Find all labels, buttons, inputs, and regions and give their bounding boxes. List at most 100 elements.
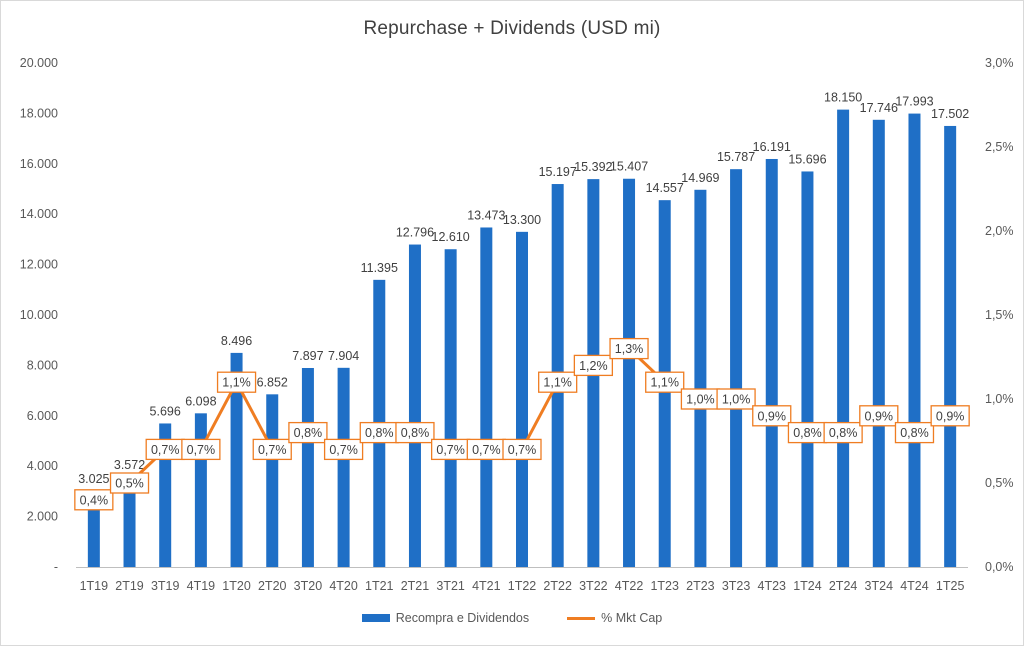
- bar-data-label: 15.407: [610, 160, 648, 174]
- x-tick-label: 3T19: [151, 579, 180, 593]
- bar-data-label: 15.392: [574, 160, 612, 174]
- bar: [944, 125, 957, 568]
- y-right-tick-label: 3,0%: [985, 56, 1014, 70]
- bar-data-label: 17.993: [895, 95, 933, 109]
- y-left-tick-label: -: [54, 560, 58, 574]
- line-point-label: 0,9%: [758, 409, 787, 423]
- x-tick-label: 1T20: [222, 579, 251, 593]
- line-point-label: 0,4%: [80, 493, 109, 507]
- bar-data-label: 5.696: [150, 404, 181, 418]
- x-tick-label: 2T22: [543, 579, 572, 593]
- y-left-tick-label: 6.000: [27, 409, 58, 423]
- bar: [908, 113, 921, 567]
- legend-item-line: % Mkt Cap: [567, 611, 662, 625]
- bar: [694, 189, 707, 568]
- line-point-label-box: [502, 438, 542, 461]
- line-point-label-box: [288, 421, 328, 444]
- bar-data-label: 14.557: [646, 181, 684, 195]
- y-left-tick-label: 2.000: [27, 510, 58, 524]
- line-point-label: 0,7%: [151, 443, 180, 457]
- legend-label-bars: Recompra e Dividendos: [395, 611, 530, 625]
- bar-labels: 3.025 3.572 5.696 6.098 8.496 6.852 7.897 7.904…: [78, 91, 969, 486]
- line-point-label-box: [894, 421, 935, 444]
- x-tick-label: 4T24: [900, 579, 929, 593]
- y-left-tick-label: 8.000: [27, 358, 58, 372]
- line-point-label: 0,8%: [365, 426, 394, 440]
- y-right-tick-label: 0,0%: [985, 560, 1014, 574]
- x-tick-label: 3T23: [722, 579, 751, 593]
- x-tick-label: 4T19: [187, 579, 216, 593]
- legend-item-bars: Recompra e Dividendos: [361, 611, 530, 625]
- y-left-tick-label: 14.000: [20, 207, 58, 221]
- line-point-label-box: [823, 421, 863, 444]
- y-right-tick-label: 1,5%: [985, 308, 1014, 322]
- x-tick-label: 2T21: [401, 579, 430, 593]
- y-left-tick-label: 18.000: [20, 106, 58, 120]
- line-point-label-box: [323, 438, 364, 461]
- bar: [801, 171, 814, 567]
- x-tick-label: 2T19: [115, 579, 144, 593]
- bar-data-label: 6.098: [185, 394, 216, 408]
- line-point-label: 1,1%: [222, 376, 251, 390]
- bar-data-label: 16.191: [753, 140, 791, 154]
- y-right-tick-label: 1,0%: [985, 392, 1014, 406]
- line-point-label: 1,0%: [722, 393, 751, 407]
- line-point-label: 0,7%: [187, 443, 216, 457]
- bar-data-label: 8.496: [221, 334, 252, 348]
- bar-series: [87, 109, 957, 568]
- bar-data-label: 11.395: [361, 261, 398, 275]
- line-point-label: 1,0%: [686, 393, 715, 407]
- bar: [516, 231, 528, 567]
- x-tick-label: 1T23: [650, 579, 679, 593]
- bar-data-label: 18.150: [824, 91, 862, 105]
- bar-data-label: 13.473: [467, 208, 505, 222]
- line-point-label: 0,8%: [793, 426, 822, 440]
- bar-data-label: 3.025: [78, 472, 109, 486]
- x-tick-label: 1T21: [365, 579, 394, 593]
- bar: [623, 178, 636, 568]
- bar: [872, 119, 885, 568]
- line-series: 0,4% 0,5% 0,7% 0,7% 1,1% 0,7% 0,8% 0,7% 0,8% 0,8%…: [74, 337, 970, 511]
- left-axis: - 2.000 4.000 6.000 8.000 10.000 12.000 14.000 1…: [20, 56, 58, 574]
- line-point-label-box: [716, 388, 756, 410]
- bar: [194, 413, 207, 567]
- line-point-label: 0,9%: [865, 409, 894, 423]
- line-point-label: 1,1%: [543, 376, 572, 390]
- x-tick-label: 3T21: [436, 579, 465, 593]
- bar: [444, 249, 457, 567]
- bar-data-label: 17.746: [860, 101, 898, 115]
- y-left-tick-label: 10.000: [20, 308, 58, 322]
- y-left-tick-label: 16.000: [20, 157, 58, 171]
- line-point-label-box: [859, 405, 899, 427]
- y-left-tick-label: 4.000: [27, 459, 58, 473]
- line-point-label: 0,8%: [900, 426, 929, 440]
- line-point-label: 0,7%: [258, 443, 287, 457]
- line-point-label-box: [752, 405, 792, 427]
- bar: [266, 394, 279, 567]
- legend-swatch-line: [567, 616, 596, 620]
- line-point-label-box: [181, 438, 221, 461]
- right-axis: 0,0% 0,5% 1,0% 1,5% 2,0% 2,5% 3,0%: [985, 56, 1014, 574]
- x-tick-label: 1T24: [793, 579, 822, 593]
- x-tick-label: 3T20: [294, 579, 323, 593]
- line-point-label-box: [252, 438, 292, 461]
- line-point-label: 0,8%: [294, 426, 323, 440]
- y-right-tick-label: 2,0%: [985, 224, 1014, 238]
- y-left-tick-label: 12.000: [20, 258, 58, 272]
- line-point-label: 0,9%: [936, 409, 965, 423]
- chart-title: Repurchase + Dividends (USD mi): [363, 18, 661, 39]
- x-tick-label: 2T20: [258, 579, 287, 593]
- line-point-label-box: [109, 472, 150, 494]
- y-right-tick-label: 0,5%: [985, 476, 1014, 490]
- bar-data-label: 14.969: [681, 171, 719, 185]
- bar-data-label: 15.197: [539, 165, 577, 179]
- line-point-label: 1,1%: [650, 376, 679, 390]
- bar-data-label: 15.787: [717, 150, 755, 164]
- x-axis-ticks: 1T19 2T19 3T19 4T19 1T20 2T20 3T20 4T20 1T21 2T21…: [80, 579, 965, 593]
- bar: [408, 244, 421, 567]
- x-tick-label: 4T23: [758, 579, 787, 593]
- x-tick-label: 3T22: [579, 579, 608, 593]
- bar-data-label: 6.852: [257, 375, 288, 389]
- bar: [301, 367, 314, 567]
